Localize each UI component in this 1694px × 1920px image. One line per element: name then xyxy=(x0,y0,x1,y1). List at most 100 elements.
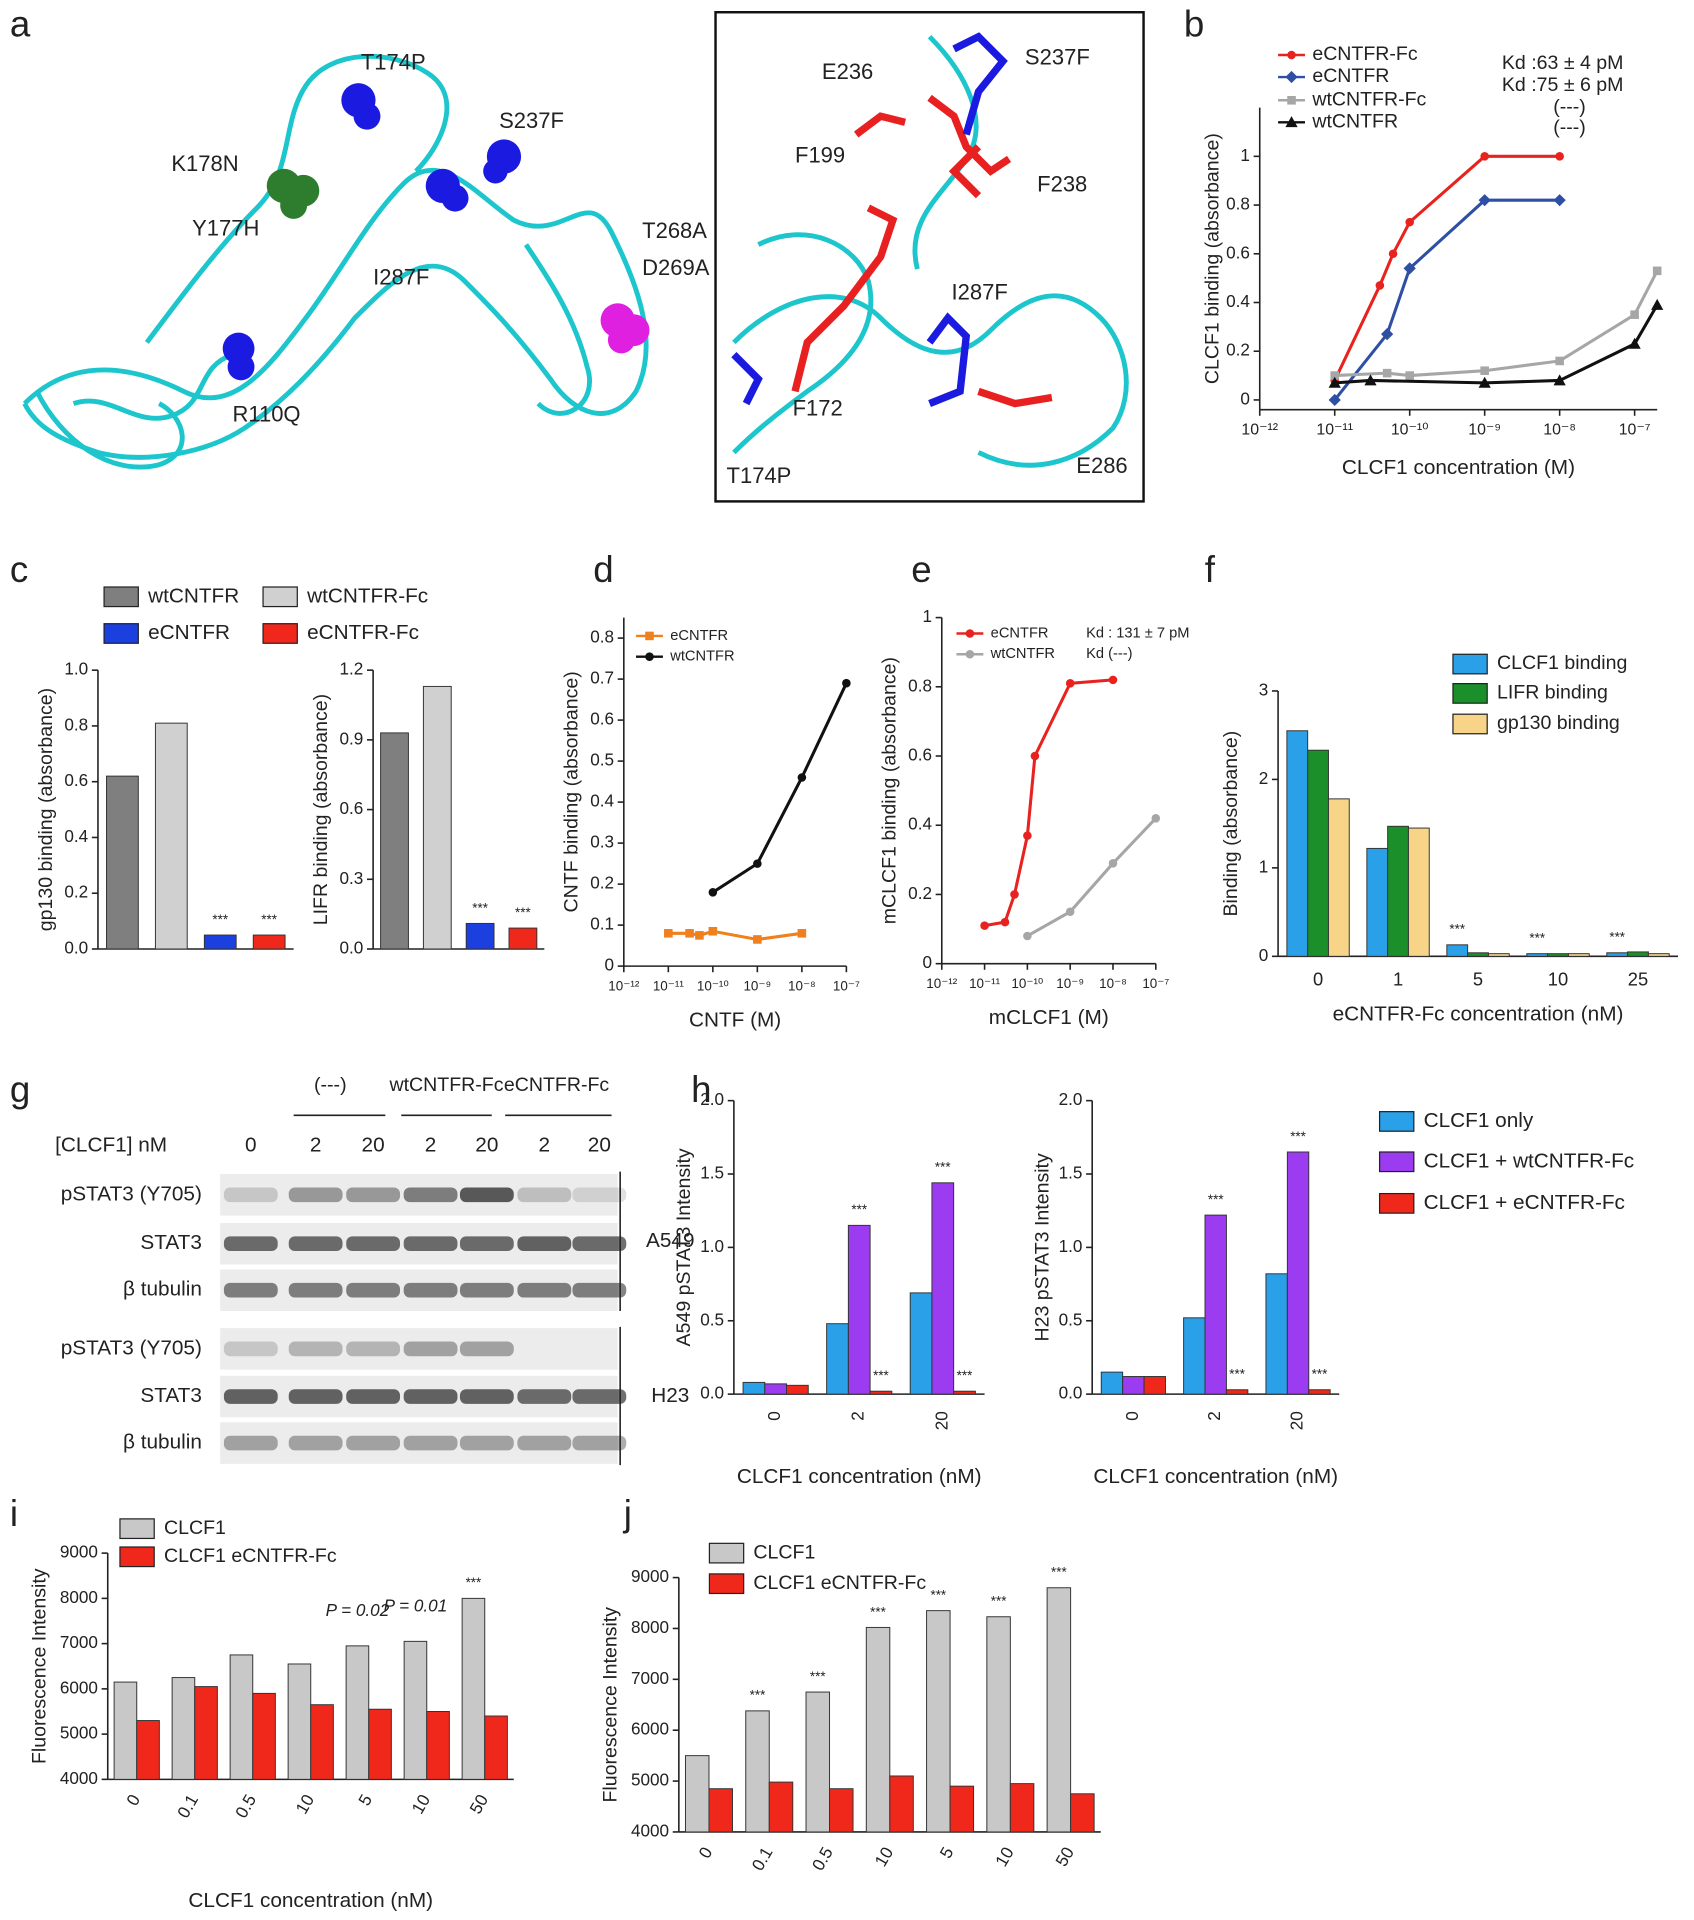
band xyxy=(572,1389,627,1404)
bar xyxy=(1122,1376,1145,1395)
band xyxy=(403,1282,458,1298)
x-axis-label: CLCF1 concentration (nM) xyxy=(737,1465,982,1488)
lane-label: 20 xyxy=(588,1133,611,1156)
y-tick-label: 1.0 xyxy=(1059,1237,1083,1256)
marker xyxy=(797,929,807,938)
concentration-label: [CLCF1] nM xyxy=(55,1133,167,1156)
y-tick-label: 0.2 xyxy=(64,883,88,902)
bar xyxy=(684,1755,710,1833)
row-label: β tubulin xyxy=(123,1431,202,1454)
legend-swatch xyxy=(1452,713,1488,735)
blot-strip xyxy=(220,1328,618,1370)
panel-label: b xyxy=(1184,4,1204,45)
marker xyxy=(965,629,975,638)
bar xyxy=(194,1686,218,1780)
marker xyxy=(1555,356,1564,366)
y-tick-label: 0.4 xyxy=(64,827,88,846)
bar xyxy=(742,1381,766,1395)
x-tick-label: 2 xyxy=(849,1411,868,1421)
panel-label: i xyxy=(10,1493,18,1534)
legend-label: eCNTFR-Fc xyxy=(1312,43,1418,65)
legend-label: CLCF1 xyxy=(753,1541,815,1563)
x-tick-label: 0 xyxy=(695,1844,716,1862)
x-tick-label: 10⁻¹¹ xyxy=(969,976,1001,991)
significance: P = 0.01 xyxy=(384,1597,448,1616)
bar xyxy=(865,1626,891,1833)
band xyxy=(223,1389,278,1404)
y-tick-label: 2.0 xyxy=(1059,1090,1083,1109)
bar xyxy=(1100,1371,1124,1395)
bar xyxy=(1225,1389,1249,1395)
y-tick-label: 1.0 xyxy=(64,660,88,679)
y-tick-label: 0.2 xyxy=(590,874,614,893)
bar xyxy=(926,1610,951,1833)
residue-label: Y177H xyxy=(192,216,259,241)
y-tick-label: 0.4 xyxy=(590,792,614,811)
y-tick-label: 0 xyxy=(605,956,615,975)
band xyxy=(346,1341,401,1357)
lane-label: 2 xyxy=(425,1133,437,1156)
x-tick-label: 10 xyxy=(292,1791,318,1817)
y-tick-label: 0.8 xyxy=(64,715,88,734)
y-tick-label: 0.6 xyxy=(590,710,614,729)
x-tick-label: 0 xyxy=(765,1411,784,1421)
row-label: β tubulin xyxy=(123,1278,202,1301)
y-axis-label: LIFR binding (absorbance) xyxy=(310,694,332,925)
legend-swatch xyxy=(103,586,139,608)
marker xyxy=(797,773,807,782)
y-tick-label: 0.8 xyxy=(1226,195,1250,214)
x-axis-label: CLCF1 concentration (nM) xyxy=(188,1889,433,1912)
y-tick-label: 6000 xyxy=(60,1678,98,1697)
significance: *** xyxy=(1609,930,1625,945)
legend-label: LIFR binding xyxy=(1497,682,1608,704)
bar xyxy=(1446,944,1469,957)
y-tick-label: 9000 xyxy=(631,1567,669,1586)
residue-label: K178N xyxy=(171,151,238,176)
marker xyxy=(1480,152,1489,161)
bar xyxy=(1009,1783,1035,1833)
bar xyxy=(1647,953,1670,957)
marker xyxy=(645,631,654,641)
bar xyxy=(229,1654,254,1780)
x-tick-label: 10⁻¹² xyxy=(608,978,640,993)
inset-residue-label: S237F xyxy=(1025,45,1090,70)
y-tick-label: 0.2 xyxy=(1226,341,1250,360)
x-tick-label: 50 xyxy=(1052,1844,1078,1870)
y-tick-label: 0.8 xyxy=(908,676,932,695)
band xyxy=(288,1282,343,1298)
panel-label: g xyxy=(10,1069,30,1110)
marker xyxy=(1065,907,1075,917)
bar xyxy=(368,1708,392,1780)
x-axis-label: CLCF1 concentration (M) xyxy=(1342,456,1575,479)
bar xyxy=(461,1597,486,1780)
legend-label: CLCF1 eCNTFR-Fc xyxy=(164,1545,337,1567)
bar xyxy=(171,1677,196,1780)
lane-label: 2 xyxy=(539,1133,551,1156)
y-tick-label: 0.6 xyxy=(64,771,88,790)
x-axis-label: CLCF1 concentration (nM) xyxy=(1093,1465,1338,1488)
x-tick-label: 10 xyxy=(1548,969,1568,990)
band xyxy=(346,1389,401,1404)
x-tick-label: 10⁻¹⁰ xyxy=(1391,422,1429,439)
significance: *** xyxy=(1312,1367,1328,1382)
y-tick-label: 0.6 xyxy=(1226,243,1250,262)
band xyxy=(459,1389,514,1404)
bar xyxy=(953,1390,976,1395)
y-tick-label: 1 xyxy=(1259,857,1269,876)
significance: *** xyxy=(991,1594,1007,1609)
bar xyxy=(1143,1376,1166,1395)
x-tick-label: 0 xyxy=(1313,969,1323,990)
bar xyxy=(203,934,237,950)
x-tick-label: 0 xyxy=(1123,1411,1142,1421)
legend-label: CLCF1 + eCNTFR-Fc xyxy=(1424,1191,1625,1214)
y-tick-label: 0.0 xyxy=(1059,1384,1083,1403)
bar xyxy=(154,722,188,950)
bar xyxy=(484,1715,508,1780)
y-tick-label: 1.0 xyxy=(700,1237,724,1256)
residue-spheres xyxy=(222,83,650,381)
bar xyxy=(764,1383,788,1395)
x-tick-label: 10⁻¹¹ xyxy=(1316,422,1353,439)
band xyxy=(223,1282,278,1298)
y-tick-label: 3 xyxy=(1259,680,1269,699)
legend-label: wtCNTFR-Fc xyxy=(306,584,428,607)
